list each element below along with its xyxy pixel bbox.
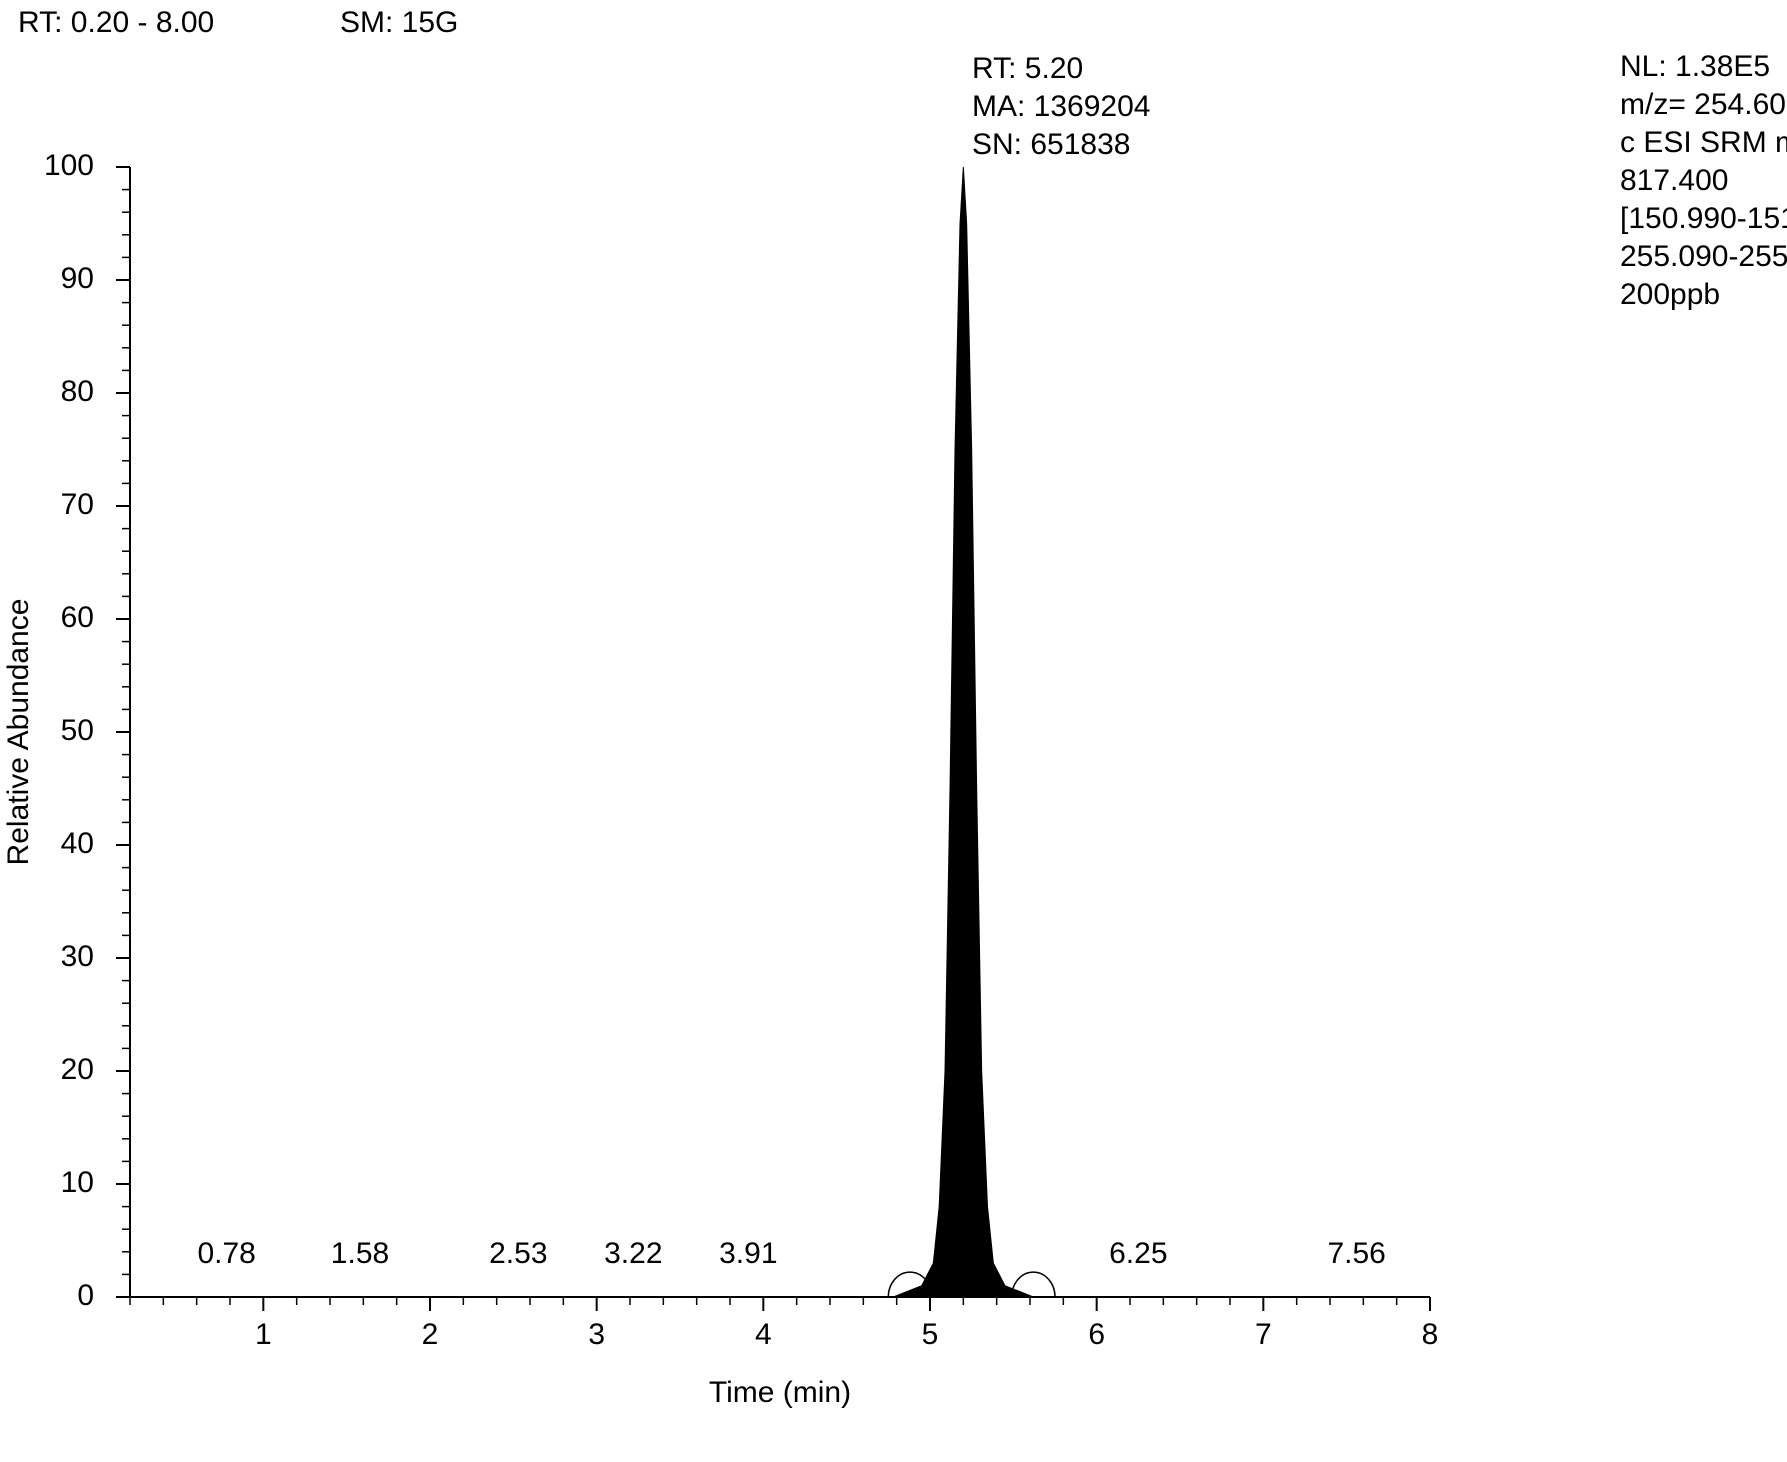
baseline-rt-label: 6.25 (1109, 1237, 1167, 1270)
x-axis-title: Time (min) (709, 1376, 851, 1409)
x-tick-label: 3 (588, 1318, 605, 1351)
y-tick-label: 90 (61, 262, 94, 295)
y-tick-label: 100 (44, 149, 94, 182)
y-tick-label: 20 (61, 1053, 94, 1086)
x-tick-label: 4 (755, 1318, 772, 1351)
y-tick-label: 60 (61, 601, 94, 634)
x-tick-label: 8 (1422, 1318, 1439, 1351)
y-tick-label: 10 (61, 1166, 94, 1199)
baseline-rt-label: 1.58 (331, 1237, 389, 1270)
y-axis-title: Relative Abundance (2, 599, 35, 866)
y-tick-label: 80 (61, 375, 94, 408)
x-tick-label: 5 (922, 1318, 939, 1351)
baseline-rt-label: 3.91 (719, 1237, 777, 1270)
x-tick-label: 2 (422, 1318, 439, 1351)
baseline-rt-label: 7.56 (1327, 1237, 1385, 1270)
y-tick-label: 40 (61, 827, 94, 860)
y-tick-label: 0 (77, 1279, 94, 1312)
y-tick-label: 30 (61, 940, 94, 973)
x-tick-label: 1 (255, 1318, 272, 1351)
chromatogram-peak (893, 167, 1033, 1297)
chromatogram-page: RT: 0.20 - 8.00 SM: 15G RT: 5.20 MA: 136… (0, 0, 1787, 1462)
baseline-rt-label: 0.78 (197, 1237, 255, 1270)
x-tick-label: 7 (1255, 1318, 1272, 1351)
chromatogram-chart: 0 10 20 30 40 50 60 70 80 90 100 Relative Abundance… (0, 0, 1787, 1462)
baseline-rt-label: 2.53 (489, 1237, 547, 1270)
y-tick-label: 70 (61, 488, 94, 521)
y-tick-label: 50 (61, 714, 94, 747)
x-tick-label: 6 (1088, 1318, 1105, 1351)
baseline-rt-label: 3.22 (604, 1237, 662, 1270)
